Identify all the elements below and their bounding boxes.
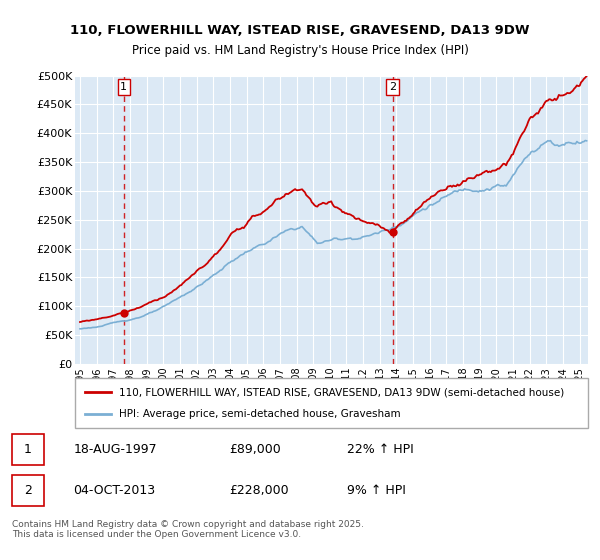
- Text: 1: 1: [121, 82, 127, 92]
- Bar: [12, 475, 44, 506]
- Text: Price paid vs. HM Land Registry's House Price Index (HPI): Price paid vs. HM Land Registry's House …: [131, 44, 469, 57]
- Text: £228,000: £228,000: [229, 484, 289, 497]
- Text: 9% ↑ HPI: 9% ↑ HPI: [347, 484, 406, 497]
- Text: 2: 2: [389, 82, 396, 92]
- Text: 110, FLOWERHILL WAY, ISTEAD RISE, GRAVESEND, DA13 9DW (semi-detached house): 110, FLOWERHILL WAY, ISTEAD RISE, GRAVES…: [119, 387, 564, 397]
- Text: 04-OCT-2013: 04-OCT-2013: [74, 484, 156, 497]
- Text: HPI: Average price, semi-detached house, Gravesham: HPI: Average price, semi-detached house,…: [119, 409, 400, 419]
- Bar: [12, 435, 44, 465]
- Text: 22% ↑ HPI: 22% ↑ HPI: [347, 444, 414, 456]
- Text: £89,000: £89,000: [229, 444, 281, 456]
- Text: Contains HM Land Registry data © Crown copyright and database right 2025.
This d: Contains HM Land Registry data © Crown c…: [12, 520, 364, 539]
- Text: 18-AUG-1997: 18-AUG-1997: [74, 444, 157, 456]
- Text: 1: 1: [24, 444, 32, 456]
- Text: 110, FLOWERHILL WAY, ISTEAD RISE, GRAVESEND, DA13 9DW: 110, FLOWERHILL WAY, ISTEAD RISE, GRAVES…: [70, 24, 530, 38]
- Text: 2: 2: [24, 484, 32, 497]
